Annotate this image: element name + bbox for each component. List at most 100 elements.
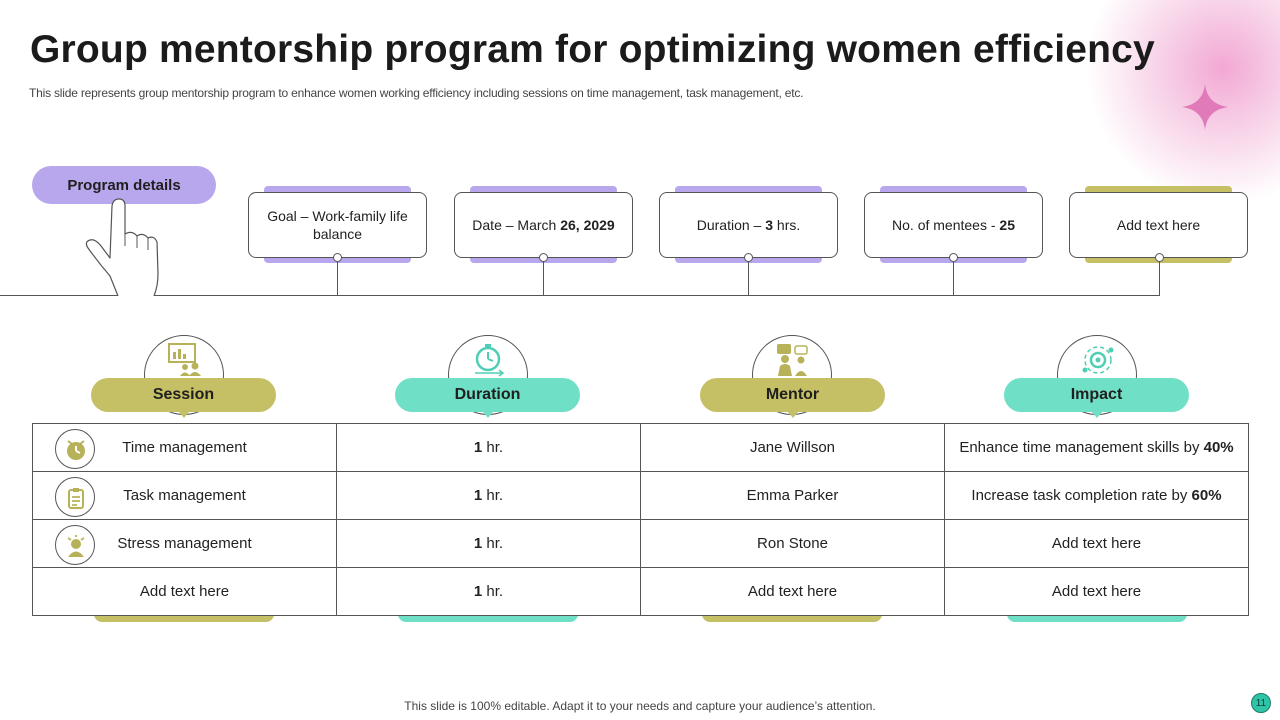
duration-value: 1 [473, 439, 483, 456]
session-cell: Add text here [32, 567, 337, 616]
table-row: Add text here 1 hr. Add text here Add te… [32, 567, 1249, 616]
program-card-duration: Duration – 3 hrs. [659, 186, 838, 263]
card-tab [470, 186, 617, 196]
timeline-line [0, 295, 1160, 296]
impact-text: Add text here [1051, 535, 1142, 552]
session-header-pill: Session [91, 378, 276, 418]
footer-note: This slide is 100% editable. Adapt it to… [404, 699, 876, 713]
slide-title: Group mentorship program for optimizing … [30, 28, 1155, 71]
session-cell: Time management [32, 423, 337, 472]
mentor-header-pill: Mentor [700, 378, 885, 418]
card-tab [880, 186, 1027, 196]
duration-unit: hr. [482, 583, 504, 600]
mentor-cell: Ron Stone [640, 519, 945, 568]
table-row: Time management 1 hr. Jane Willson Enhan… [32, 423, 1249, 472]
pink-glow-decoration [1080, 0, 1280, 200]
mentor-icon [777, 344, 808, 376]
timeline-node [1155, 253, 1164, 262]
duration-unit: hr. [482, 487, 504, 504]
impact-cell: Add text here [944, 519, 1249, 568]
card-stem [337, 258, 338, 295]
impact-text: Add text here [1051, 583, 1142, 600]
card-duration-label: Duration – [696, 217, 766, 233]
session-cell: Task management [32, 471, 337, 520]
card-text: No. of mentees - 25 [864, 192, 1043, 258]
card-tab [675, 186, 822, 196]
page-number-badge: 11 [1251, 693, 1271, 713]
impact-cell: Enhance time management skills by 40% [944, 423, 1249, 472]
impact-cell: Add text here [944, 567, 1249, 616]
impact-cell: Increase task completion rate by 60% [944, 471, 1249, 520]
session-name: Add text here [139, 583, 230, 600]
stopwatch-icon [475, 344, 505, 377]
clipboard-icon [68, 487, 84, 509]
mentorship-table: Time management 1 hr. Jane Willson Enhan… [32, 423, 1249, 616]
table-row: Stress management 1 hr. Ron Stone Add te… [32, 519, 1249, 568]
presentation-icon [168, 343, 201, 376]
card-stem [748, 258, 749, 295]
program-card-placeholder: Add text here [1069, 186, 1248, 263]
mentor-pill-base [702, 612, 882, 622]
card-tab [264, 186, 411, 196]
target-gear-icon [1082, 346, 1114, 374]
stressed-person-icon [67, 534, 85, 557]
timeline-node [949, 253, 958, 262]
session-name: Task management [123, 487, 246, 504]
table-row: Task management 1 hr. Emma Parker Increa… [32, 471, 1249, 520]
card-duration-unit: hrs. [773, 217, 801, 233]
impact-text: Enhance time management skills by [959, 439, 1204, 456]
session-cell: Stress management [32, 519, 337, 568]
sparkle-icon [1182, 84, 1228, 130]
slide-subtitle: This slide represents group mentorship p… [29, 86, 804, 100]
stressed-person-icon-circle [55, 524, 95, 565]
duration-header-pill: Duration [395, 378, 580, 418]
duration-unit: hr. [482, 439, 504, 456]
impact-pill-base [1007, 612, 1187, 622]
card-stem [1159, 258, 1160, 295]
card-stem [953, 258, 954, 295]
clock-icon-circle [55, 428, 95, 469]
card-duration-value: 3 [765, 217, 774, 233]
timeline-node [333, 253, 342, 262]
clock-icon [67, 439, 85, 460]
program-card-mentees: No. of mentees - 25 [864, 186, 1043, 263]
impact-value: 40% [1203, 439, 1234, 456]
card-tab [1085, 186, 1232, 196]
impact-value: 60% [1191, 487, 1222, 504]
card-text: Date – March 26, 2029 [454, 192, 633, 258]
card-date-label: Date – March [472, 217, 561, 233]
duration-value: 1 [473, 583, 483, 600]
impact-text: Increase task completion rate by [971, 487, 1192, 504]
card-goal-text: Goal – Work-family life balance [267, 208, 408, 242]
timeline-node [744, 253, 753, 262]
card-stem [543, 258, 544, 295]
card-text: Goal – Work-family life balance [248, 192, 427, 258]
card-mentees-value: 25 [999, 217, 1015, 233]
program-card-date: Date – March 26, 2029 [454, 186, 633, 263]
mentor-cell: Emma Parker [640, 471, 945, 520]
mentor-cell: Jane Willson [640, 423, 945, 472]
duration-pill-base [398, 612, 578, 622]
program-details-pill: Program details [32, 166, 216, 204]
card-mentees-label: No. of mentees - [892, 217, 1000, 233]
mentor-cell: Add text here [640, 567, 945, 616]
pointing-hand-icon [85, 198, 159, 297]
session-name: Time management [122, 439, 247, 456]
clipboard-icon-circle [55, 476, 95, 517]
duration-value: 1 [473, 535, 483, 552]
session-pill-base [94, 612, 274, 622]
card-date-value: 26, 2029 [560, 217, 615, 233]
duration-cell: 1 hr. [336, 471, 641, 520]
card-placeholder-text: Add text here [1116, 217, 1201, 233]
card-text: Add text here [1069, 192, 1248, 258]
session-name: Stress management [117, 535, 252, 552]
card-text: Duration – 3 hrs. [659, 192, 838, 258]
duration-cell: 1 hr. [336, 423, 641, 472]
duration-cell: 1 hr. [336, 567, 641, 616]
duration-value: 1 [473, 487, 483, 504]
duration-unit: hr. [482, 535, 504, 552]
duration-cell: 1 hr. [336, 519, 641, 568]
program-card-goal: Goal – Work-family life balance [248, 186, 427, 263]
timeline-node [539, 253, 548, 262]
impact-header-pill: Impact [1004, 378, 1189, 418]
